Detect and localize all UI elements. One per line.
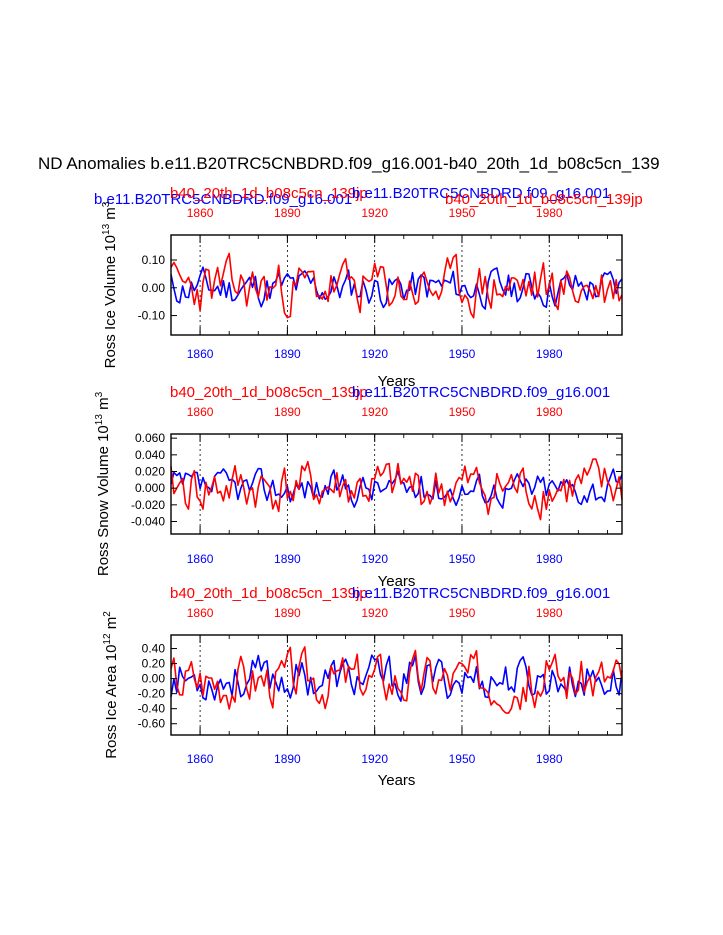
series-line-case1	[170, 266, 623, 310]
xtick-label-bottom: 1950	[449, 347, 476, 361]
legend-case2-label-p2: b40_20th_1d_b08c5cn_139jp	[170, 384, 368, 401]
xtick-label-bottom: 1890	[274, 552, 301, 566]
legend-case2-label-p3: b40_20th_1d_b08c5cn_139jp	[170, 585, 368, 602]
ytick-label: 0.020	[135, 465, 165, 479]
legend-case1-label-b: b.e11.B20TRC5CNBDRD.f09_g16.001	[352, 185, 610, 202]
xtick-label-bottom: 1980	[536, 752, 563, 766]
xtick-label-top: 1920	[361, 206, 388, 220]
x-axis-label: Years	[378, 573, 416, 590]
xtick-label-bottom: 1860	[187, 347, 214, 361]
ytick-label: -0.040	[131, 515, 165, 529]
ytick-label: -0.20	[138, 687, 166, 701]
ytick-label: 0.000	[135, 481, 165, 495]
xtick-label-top: 1950	[449, 606, 476, 620]
xtick-label-bottom: 1890	[274, 347, 301, 361]
xtick-label-bottom: 1950	[449, 552, 476, 566]
xtick-label-top: 1890	[274, 606, 301, 620]
xtick-label-top: 1950	[449, 405, 476, 419]
xtick-label-bottom: 1980	[536, 552, 563, 566]
x-axis-label: Years	[378, 373, 416, 390]
xtick-label-top: 1890	[274, 405, 301, 419]
xtick-label-bottom: 1920	[361, 347, 388, 361]
ytick-label: 0.10	[142, 253, 166, 267]
xtick-label-top: 1920	[361, 405, 388, 419]
xtick-label-top: 1980	[536, 206, 563, 220]
xtick-label-top: 1920	[361, 606, 388, 620]
chart-panel-2: 0.060 0.040 0.020 0.000 -0.020 -0.040 1860 1860…	[94, 391, 623, 590]
legend-case1-label-p3: b.e11.B20TRC5CNBDRD.f09_g16.001	[352, 585, 610, 602]
xtick-label-top: 1980	[536, 405, 563, 419]
series-line-case2	[170, 458, 623, 521]
ytick-label: 0.20	[142, 657, 166, 671]
xtick-label-bottom: 1980	[536, 347, 563, 361]
y-axis-label: Ross Snow Volume 1013 m3	[94, 391, 112, 576]
plot-frame	[170, 433, 623, 535]
xtick-label-top: 1860	[187, 405, 214, 419]
xtick-label-bottom: 1920	[361, 752, 388, 766]
y-axis-label: Ross Ice Volume 1013 m3	[101, 201, 119, 368]
legend-case1-label-p2: b.e11.B20TRC5CNBDRD.f09_g16.001	[352, 384, 610, 401]
ytick-label: -0.40	[138, 702, 166, 716]
xtick-label-top: 1860	[187, 206, 214, 220]
xtick-label-top: 1860	[187, 606, 214, 620]
ytick-label: 0.40	[142, 642, 166, 656]
xtick-label-bottom: 1860	[187, 752, 214, 766]
xtick-label-top: 1950	[449, 206, 476, 220]
chart-panel-3: 0.400.200.00-0.20-0.40-0.60 1860 1860 1890 1…	[102, 606, 623, 789]
ytick-label: 0.00	[142, 672, 166, 686]
ytick-label: -0.020	[131, 498, 165, 512]
xtick-label-bottom: 1950	[449, 752, 476, 766]
ytick-label: -0.10	[138, 309, 166, 323]
xtick-label-bottom: 1920	[361, 552, 388, 566]
plot-frame	[170, 234, 623, 336]
legend-case2-label-a: b40_20th_1d_b08c5cn_139jp	[170, 185, 368, 202]
xtick-label-top: 1890	[274, 206, 301, 220]
xtick-label-bottom: 1860	[187, 552, 214, 566]
x-axis-label: Years	[378, 772, 416, 789]
series-line-case1	[170, 654, 623, 702]
series-line-case2	[170, 646, 623, 715]
ytick-label: 0.00	[142, 281, 166, 295]
figure-title: ND Anomalies b.e11.B20TRC5CNBDRD.f09_g16…	[38, 154, 660, 173]
y-axis-label: Ross Ice Area 1012 m2	[102, 611, 120, 759]
ytick-label: 0.040	[135, 448, 165, 462]
xtick-label-bottom: 1890	[274, 752, 301, 766]
ytick-label: -0.60	[138, 717, 166, 731]
legend-case1-label-a: b.e11.B20TRC5CNBDRD.f09_g16.001	[94, 191, 352, 208]
xtick-label-top: 1980	[536, 606, 563, 620]
ytick-label: 0.060	[135, 431, 165, 445]
chart-panel-1: 0.10 0.00 -0.10 1860 1860 1890 1890 1920 1920 195…	[101, 201, 623, 390]
series-line-case2	[170, 252, 623, 319]
legend-case2-label-b: b40_20th_1d_b08c5cn_139jp	[445, 191, 643, 208]
plot-frame	[170, 634, 623, 736]
